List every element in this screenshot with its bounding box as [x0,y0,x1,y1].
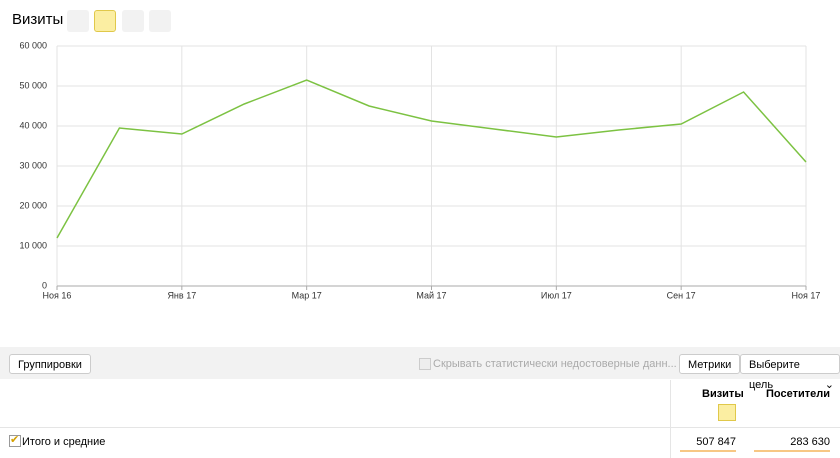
x-tick-label: Ноя 17 [792,290,821,300]
y-tick-label: 0 [42,280,47,290]
bar-button[interactable] [149,10,171,32]
y-tick-label: 20 000 [19,200,47,210]
divider [670,380,671,458]
row-checkbox[interactable]: ✔ [9,434,21,447]
y-tick-label: 60 000 [19,40,47,50]
x-tick-label: Май 17 [416,290,446,300]
line-series [56,79,807,239]
column-header: Посетители [766,388,830,400]
checkbox[interactable] [419,358,431,370]
metrics-button[interactable]: Метрики [679,354,741,374]
sort-button[interactable] [815,404,833,421]
x-tick-label: Мар 17 [292,290,322,300]
groupings-button[interactable]: Группировки [9,354,91,374]
x-tick-label: Сен 17 [667,290,696,300]
column-header: Визиты [702,388,744,400]
row-value: 507 847 [680,436,736,452]
chart: 0 10 000 20 000 30 000 40 000 50 000 60 000 Ноя… [19,40,821,300]
chart-title: Визиты [12,11,64,28]
row-label: Итого и средние [22,436,106,448]
y-tick-label: 30 000 [19,160,47,170]
x-tick-label: Ноя 16 [43,290,72,300]
x-tick-label: Янв 17 [167,290,196,300]
y-tick-label: 40 000 [19,120,47,130]
x-tick-label: Июл 17 [541,290,572,300]
row-border [0,427,840,428]
y-tick-label: 10 000 [19,240,47,250]
caret: ⌄ [824,379,834,391]
row-value: 283 630 [754,436,830,452]
goal-label: Выберите цель [749,359,800,391]
area-button[interactable] [122,10,144,32]
line-button[interactable] [94,10,116,32]
goal-dropdown[interactable]: Выберите цель ⌄ [740,354,840,391]
y-tick-label: 50 000 [19,80,47,90]
pie-button[interactable] [67,10,89,32]
hide-unreliable-label: Скрывать статистически недостоверные дан… [433,358,677,370]
sort-button[interactable] [718,404,736,421]
